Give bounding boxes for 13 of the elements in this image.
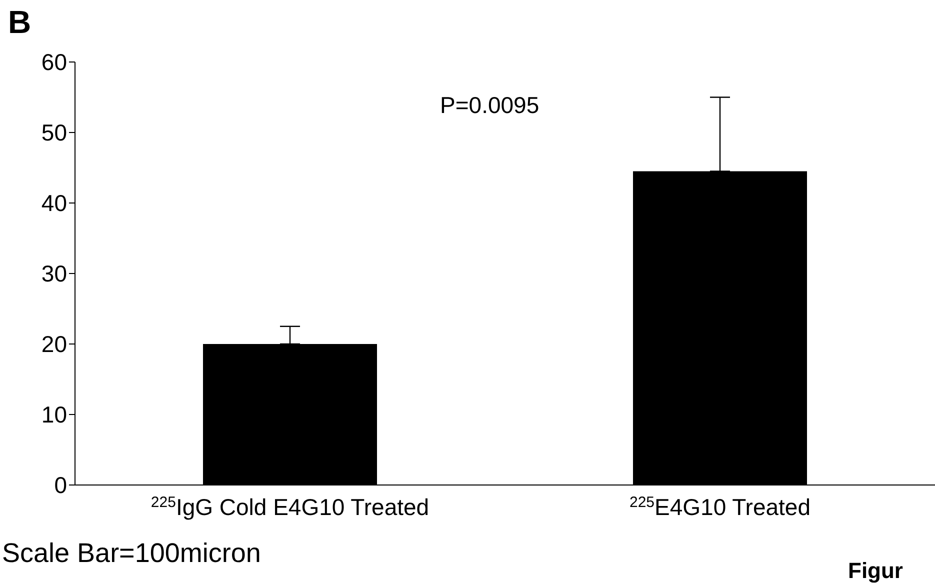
y-tick-label: 50 — [41, 120, 67, 146]
annotation: P=0.0095 — [440, 92, 540, 119]
y-tick-label: 30 — [41, 260, 67, 287]
y-tick-label: 20 — [41, 331, 67, 358]
y-tick-label: 60 — [41, 49, 67, 76]
text: Figur — [848, 558, 903, 584]
y-tick-label: 10 — [41, 402, 67, 428]
y-tick-label: 40 — [41, 190, 67, 216]
chart-title: B — [8, 4, 32, 41]
text: Scale Bar=100micron — [2, 538, 261, 569]
y-tick-label: 0 — [54, 472, 67, 498]
x-tick-label: $^{225}$E4G10 Treated — [629, 494, 811, 520]
x-tick-label: $^{225}$IgG Cold E4G10 Treated — [150, 494, 430, 520]
